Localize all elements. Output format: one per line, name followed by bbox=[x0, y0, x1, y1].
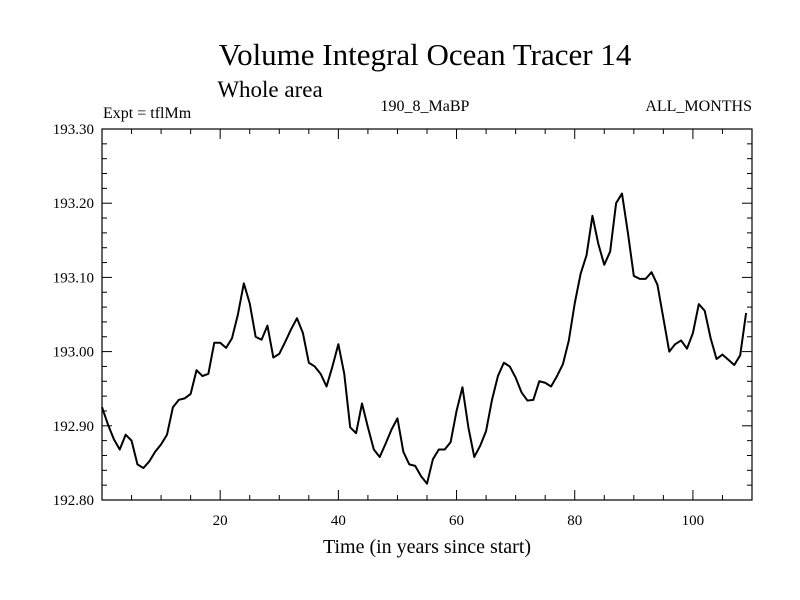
series-line bbox=[101, 192, 748, 485]
x-tick-label: 100 bbox=[682, 513, 705, 529]
months-label: ALL_MONTHS bbox=[645, 98, 752, 115]
experiment-label: Expt = tflMm bbox=[103, 105, 192, 122]
chart-subtitle: Whole area bbox=[217, 77, 322, 102]
plot-frame bbox=[101, 128, 753, 501]
x-tick-label: 60 bbox=[449, 513, 464, 529]
x-axis: 20 40 60 80 100 bbox=[131, 129, 723, 529]
x-tick-label: 40 bbox=[331, 513, 346, 529]
y-tick-label: 193.30 bbox=[53, 122, 94, 138]
x-axis-label: Time (in years since start) bbox=[323, 536, 531, 558]
y-tick-label: 193.10 bbox=[53, 270, 94, 286]
y-tick-label: 193.00 bbox=[53, 345, 94, 361]
x-tick-label: 80 bbox=[567, 513, 582, 529]
x-tick-label: 20 bbox=[213, 513, 228, 529]
y-tick-label: 192.80 bbox=[53, 493, 94, 509]
y-tick-label: 193.20 bbox=[53, 196, 94, 212]
chart-title: Volume Integral Ocean Tracer 14 bbox=[219, 37, 632, 72]
y-tick-label: 192.90 bbox=[53, 419, 94, 435]
period-label: 190_8_MaBP bbox=[381, 98, 470, 115]
y-axis: 192.80 192.90 193.00 193.10 193.20 193.30 bbox=[53, 122, 752, 509]
